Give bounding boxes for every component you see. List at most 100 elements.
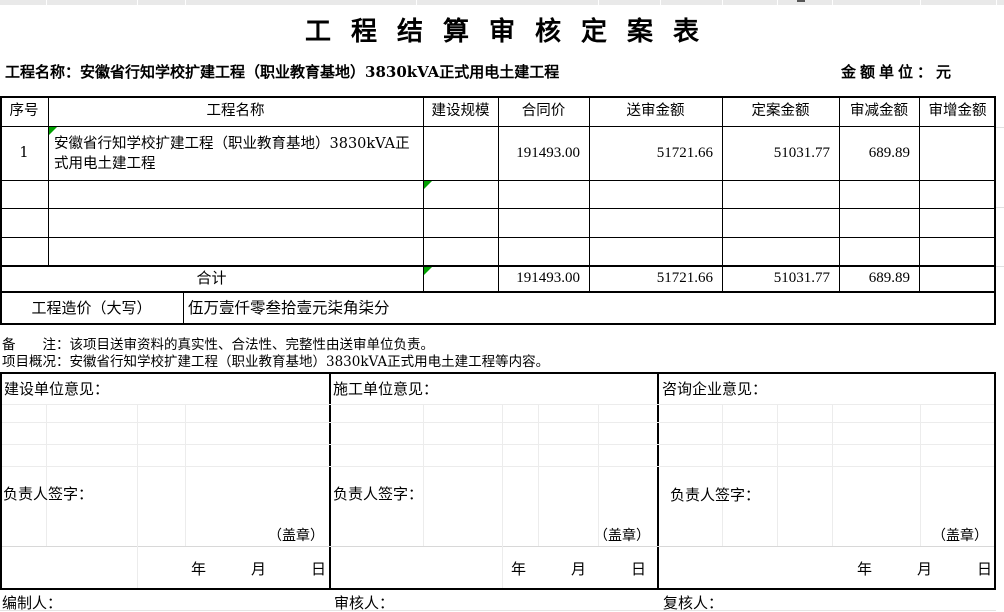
col-header-reduced: 审减金额 <box>850 103 908 119</box>
cell-project-name[interactable]: 安徽省行知学校扩建工程（职业教育基地）3830kVA正式用电土建工程 <box>54 136 410 172</box>
table-column-divider <box>589 96 590 293</box>
clipped-content-mark <box>797 0 805 2</box>
grid-line <box>598 404 599 546</box>
table-row-divider <box>0 291 996 293</box>
auditor-label[interactable]: 审核人： <box>334 594 395 612</box>
table-row-divider <box>0 237 996 238</box>
top-gridline-strip <box>0 0 1004 5</box>
grid-column-mark <box>416 0 417 5</box>
grid-column-mark <box>722 0 723 5</box>
cell-submitted-amount[interactable]: 51721.66 <box>656 145 713 161</box>
total-contract-price: 191493.00 <box>516 270 580 286</box>
total-finalized-amount: 51031.77 <box>773 270 830 286</box>
table-row-divider <box>0 180 996 181</box>
grid-line <box>2 404 994 405</box>
cell-seq[interactable]: 1 <box>19 145 29 161</box>
date-line: 年 月 日 <box>856 560 992 578</box>
seal-label: （盖章） <box>268 528 324 544</box>
table-column-divider <box>919 96 920 293</box>
grid-line <box>777 404 778 546</box>
cell-error-triangle-icon <box>424 267 432 275</box>
grid-line <box>538 404 539 546</box>
reviewer-label[interactable]: 复核人： <box>663 594 724 612</box>
opinion-label-construction[interactable]: 建设单位意见： <box>4 380 110 398</box>
col-header-increased: 审增金额 <box>928 103 987 119</box>
seal-label: （盖章） <box>932 528 988 544</box>
section-border <box>0 372 996 374</box>
grid-line <box>502 404 503 588</box>
section-border <box>0 588 996 590</box>
grid-column-mark <box>920 0 921 5</box>
opinion-label-consulting[interactable]: 咨询企业意见： <box>662 380 768 398</box>
grid-column-mark <box>832 0 833 5</box>
cell-finalized-amount[interactable]: 51031.77 <box>773 145 830 161</box>
signer-label: 负责人签字： <box>333 485 424 503</box>
total-submitted-amount: 51721.66 <box>656 270 713 286</box>
signer-label: 负责人签字： <box>670 486 761 504</box>
overview-line: 项目概况：安徽省行知学校扩建工程（职业教育基地）3830kVA正式用电土建工程等… <box>2 350 549 370</box>
seal-label: （盖章） <box>594 528 650 544</box>
project-name-label: 工程名称： <box>5 63 81 81</box>
date-line: 年 月 日 <box>510 560 646 578</box>
grid-column-mark <box>137 0 138 5</box>
col-header-seq: 序号 <box>9 103 39 119</box>
section-border <box>0 372 2 590</box>
col-header-scale: 建设规模 <box>431 103 490 119</box>
table-row-divider <box>0 265 996 267</box>
grid-column-mark <box>660 0 661 5</box>
grid-line <box>2 546 994 547</box>
table-column-divider <box>722 96 723 293</box>
col-header-submitted: 送审金额 <box>626 103 685 119</box>
cell-error-triangle-icon <box>49 127 57 135</box>
total-row-label: 合计 <box>196 269 227 287</box>
grid-line <box>996 266 1004 267</box>
grid-line <box>996 207 1004 208</box>
grid-column-mark <box>598 0 599 5</box>
grid-column-mark <box>185 0 186 5</box>
cell-error-triangle-icon <box>424 181 432 189</box>
remark-label: 备 注： <box>2 337 70 353</box>
preparer-label[interactable]: 编制人： <box>2 594 63 612</box>
grid-line <box>2 444 994 445</box>
remark-line: 备 注：该项目送审资料的真实性、合法性、完整性由送审单位负责。 <box>2 333 434 353</box>
grid-column-mark <box>777 0 778 5</box>
overview-label: 项目概况： <box>2 354 70 370</box>
table-column-divider <box>839 96 840 293</box>
grid-line <box>996 127 1004 128</box>
grid-line <box>2 466 994 467</box>
cost-in-words-label: 工程造价（大写） <box>31 299 152 317</box>
table-row-divider <box>0 126 996 127</box>
total-reduced-amount: 689.89 <box>868 270 910 286</box>
grid-line <box>920 404 921 546</box>
table-column-divider <box>183 293 184 325</box>
signer-label: 负责人签字： <box>3 485 94 503</box>
grid-line <box>46 404 47 546</box>
project-name-value: 安徽省行知学校扩建工程（职业教育基地）3830kVA正式用电土建工程 <box>80 63 560 81</box>
grid-line <box>2 422 994 423</box>
cell-reduced-amount[interactable]: 689.89 <box>868 145 910 161</box>
table-column-divider <box>498 96 499 293</box>
table-column-divider <box>423 96 424 293</box>
grid-line <box>423 404 424 546</box>
remark-text: 该项目送审资料的真实性、合法性、完整性由送审单位负责。 <box>69 337 435 353</box>
amount-unit-label: 金额单位：元 <box>840 63 955 81</box>
grid-column-mark <box>46 0 47 5</box>
opinion-label-contractor[interactable]: 施工单位意见： <box>333 380 439 398</box>
overview-text: 安徽省行知学校扩建工程（职业教育基地）3830kVA正式用电土建工程等内容。 <box>69 354 550 370</box>
cost-in-words-value[interactable]: 伍万壹仟零叁拾壹元柒角柒分 <box>188 299 390 317</box>
grid-line <box>722 404 723 546</box>
grid-line <box>832 404 833 546</box>
section-divider <box>329 372 331 590</box>
grid-line <box>0 610 996 611</box>
col-header-finalized: 定案金额 <box>751 103 810 119</box>
section-border <box>994 372 996 590</box>
page-title: 工程结算审核定案表 <box>304 17 719 47</box>
table-row-divider <box>0 208 996 209</box>
col-header-contract: 合同价 <box>521 103 566 119</box>
grid-line <box>137 404 138 588</box>
cell-contract-price[interactable]: 191493.00 <box>516 145 580 161</box>
section-divider <box>657 372 659 590</box>
project-name-line: 工程名称：安徽省行知学校扩建工程（职业教育基地）3830kVA正式用电土建工程 <box>5 61 559 82</box>
date-line: 年 月 日 <box>190 560 326 578</box>
